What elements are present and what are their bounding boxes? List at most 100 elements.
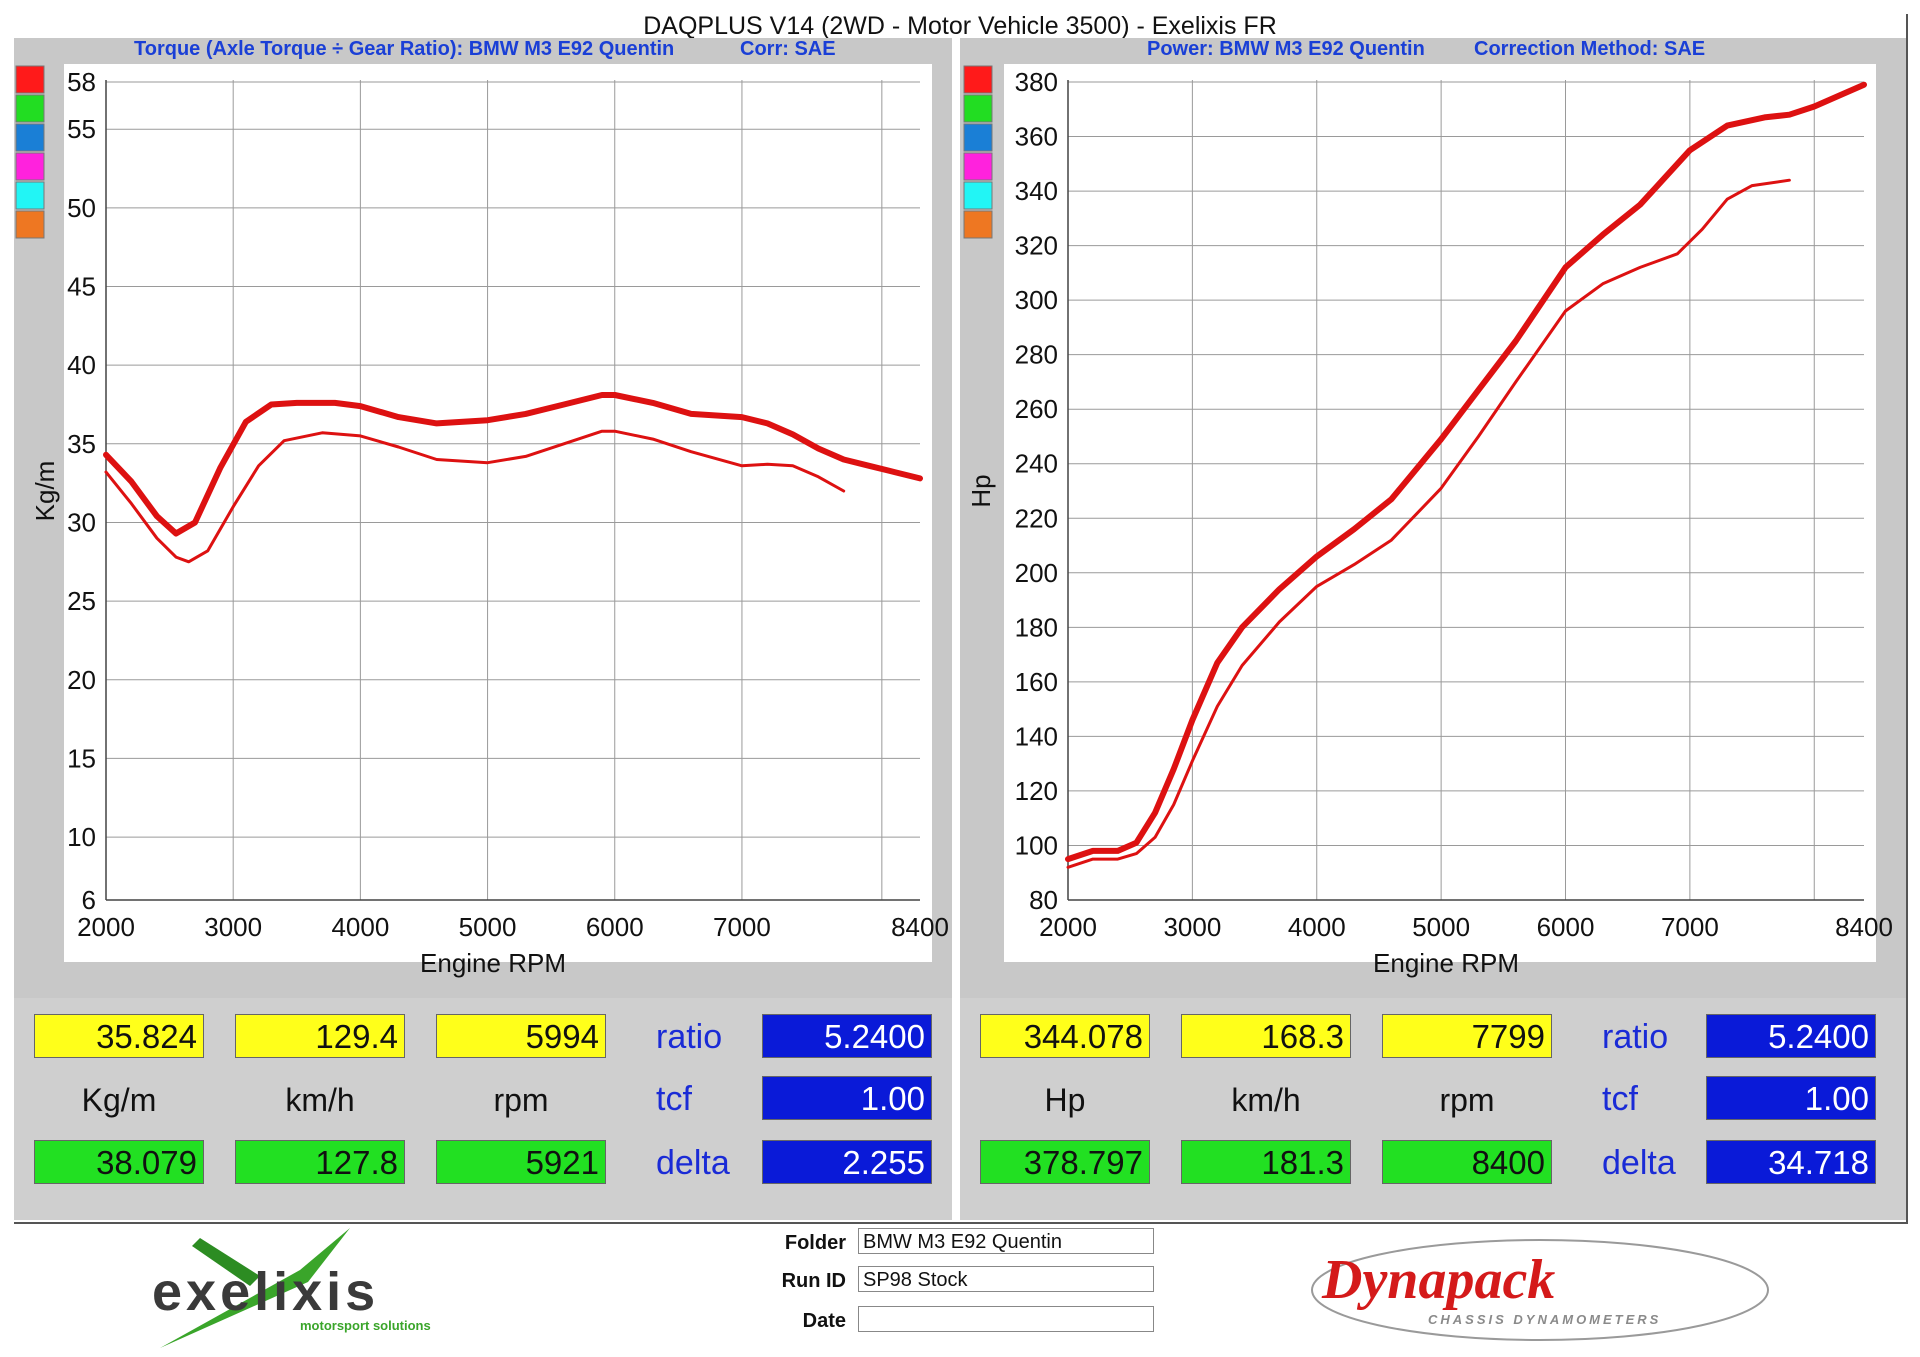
- speed-peak-value: 181.3: [1181, 1140, 1351, 1184]
- x-tick-label: 5000: [459, 912, 517, 942]
- x-tick-label: 3000: [1163, 912, 1221, 942]
- y-tick-label: 6: [82, 885, 96, 915]
- plot-area: [1004, 64, 1876, 962]
- y-tick-label: 380: [1015, 67, 1058, 97]
- ratio-value: 5.2400: [762, 1014, 932, 1058]
- rpm-cursor-value: 7799: [1382, 1014, 1552, 1058]
- y-tick-label: 160: [1015, 667, 1058, 697]
- plot-area: [64, 64, 932, 962]
- x-axis-label: Engine RPM: [420, 948, 566, 978]
- torque-peak-value: 38.079: [34, 1140, 204, 1184]
- legend-swatch: [963, 94, 993, 123]
- y-tick-label: 100: [1015, 830, 1058, 860]
- torque-subtitle: Torque (Axle Torque ÷ Gear Ratio): BMW M…: [134, 38, 675, 60]
- frame-edge: [1906, 14, 1908, 1224]
- y-tick-label: 360: [1015, 122, 1058, 152]
- y-tick-label: 20: [67, 665, 96, 695]
- dynapack-logo: Dynapack CHASSIS DYNAMOMETERS: [1311, 1239, 1769, 1341]
- y-axis-label: Kg/m: [30, 461, 60, 522]
- legend-swatch: [963, 152, 993, 181]
- x-tick-label: 4000: [1288, 912, 1346, 942]
- speed-unit: km/h: [1231, 1082, 1301, 1118]
- power-cursor-value: 344.078: [980, 1014, 1150, 1058]
- legend-swatch: [15, 123, 45, 152]
- ratio-label: ratio: [1602, 1018, 1669, 1056]
- date-field[interactable]: [858, 1306, 1154, 1332]
- delta-value: 2.255: [762, 1140, 932, 1184]
- y-tick-label: 180: [1015, 612, 1058, 642]
- x-tick-label: 2000: [77, 912, 135, 942]
- y-tick-label: 140: [1015, 721, 1058, 751]
- y-tick-label: 260: [1015, 394, 1058, 424]
- folder-label: Folder: [784, 1232, 846, 1254]
- date-label: Date: [802, 1310, 846, 1332]
- y-tick-label: 35: [67, 429, 96, 459]
- y-tick-label: 25: [67, 586, 96, 616]
- power-subtitle: Power: BMW M3 E92 Quentin: [1147, 38, 1425, 60]
- power-unit: Hp: [1044, 1082, 1086, 1118]
- x-tick-label: 7000: [713, 912, 771, 942]
- torque-chart: 6 10 15 20 25 30 35 40 45 50 55 58 2000 3000 4000 5000 6…: [15, 64, 949, 978]
- x-tick-label: 7000: [1661, 912, 1719, 942]
- power-correction: Correction Method: SAE: [1474, 38, 1706, 60]
- legend-swatch: [15, 65, 45, 94]
- torque-correction: Corr: SAE: [740, 38, 836, 60]
- torque-unit: Kg/m: [81, 1082, 157, 1118]
- series-line: [103, 392, 923, 537]
- exelixis-logo-sub: motorsport solutions: [300, 1318, 431, 1333]
- x-tick-label: 2000: [1039, 912, 1097, 942]
- y-tick-label: 120: [1015, 776, 1058, 806]
- tcf-label: tcf: [1602, 1080, 1638, 1118]
- power-chart: 80 100 120 140 160 180 200 220 240 260 280 300 320 34…: [963, 64, 1893, 978]
- y-tick-label: 30: [67, 507, 96, 537]
- y-tick-label: 58: [67, 67, 96, 97]
- rpm-unit: rpm: [493, 1082, 549, 1118]
- y-tick-label: 340: [1015, 176, 1058, 206]
- y-tick-label: 240: [1015, 449, 1058, 479]
- power-chart-panel: 80 100 120 140 160 180 200 220 240 260 280 300 320 34…: [960, 38, 1906, 998]
- x-tick-label: 5000: [1412, 912, 1470, 942]
- ratio-value: 5.2400: [1706, 1014, 1876, 1058]
- exelixis-logo: exelixis motorsport solutions: [152, 1228, 431, 1348]
- y-axis-label: Hp: [966, 474, 996, 507]
- x-tick-label: 8400: [891, 912, 949, 942]
- torque-chart-panel: 6 10 15 20 25 30 35 40 45 50 55 58 2000 3000 4000 5000 6…: [14, 38, 952, 998]
- legend-swatch: [963, 123, 993, 152]
- rpm-peak-value: 5921: [436, 1140, 606, 1184]
- exelixis-logo-text: exelixis: [152, 1262, 379, 1322]
- folder-field[interactable]: BMW M3 E92 Quentin: [858, 1228, 1154, 1254]
- footer-divider: [14, 1222, 1906, 1224]
- y-tick-label: 55: [67, 114, 96, 144]
- x-tick-label: 3000: [204, 912, 262, 942]
- y-tick-label: 320: [1015, 231, 1058, 261]
- legend-swatch: [15, 94, 45, 123]
- y-tick-label: 80: [1029, 885, 1058, 915]
- rpm-peak-value: 8400: [1382, 1140, 1552, 1184]
- y-tick-label: 220: [1015, 503, 1058, 533]
- power-peak-value: 378.797: [980, 1140, 1150, 1184]
- x-axis-label: Engine RPM: [1373, 948, 1519, 978]
- runid-field[interactable]: SP98 Stock: [858, 1266, 1154, 1292]
- tcf-label: tcf: [656, 1080, 692, 1118]
- series-line: [1065, 81, 1867, 863]
- torque-cursor-value: 35.824: [34, 1014, 204, 1058]
- legend-swatch: [963, 65, 993, 94]
- legend-swatch: [15, 152, 45, 181]
- y-tick-label: 40: [67, 350, 96, 380]
- delta-label: delta: [1602, 1144, 1676, 1182]
- y-tick-label: 15: [67, 743, 96, 773]
- y-tick-label: 50: [67, 193, 96, 223]
- y-tick-label: 200: [1015, 558, 1058, 588]
- speed-cursor-value: 129.4: [235, 1014, 405, 1058]
- y-tick-label: 300: [1015, 285, 1058, 315]
- y-tick-label: 10: [67, 822, 96, 852]
- tcf-value: 1.00: [762, 1076, 932, 1120]
- series-line: [104, 429, 846, 564]
- delta-label: delta: [656, 1144, 730, 1182]
- ratio-label: ratio: [656, 1018, 723, 1056]
- speed-cursor-value: 168.3: [1181, 1014, 1351, 1058]
- speed-peak-value: 127.8: [235, 1140, 405, 1184]
- rpm-unit: rpm: [1439, 1082, 1495, 1118]
- x-tick-label: 4000: [331, 912, 389, 942]
- legend-swatch: [963, 210, 993, 239]
